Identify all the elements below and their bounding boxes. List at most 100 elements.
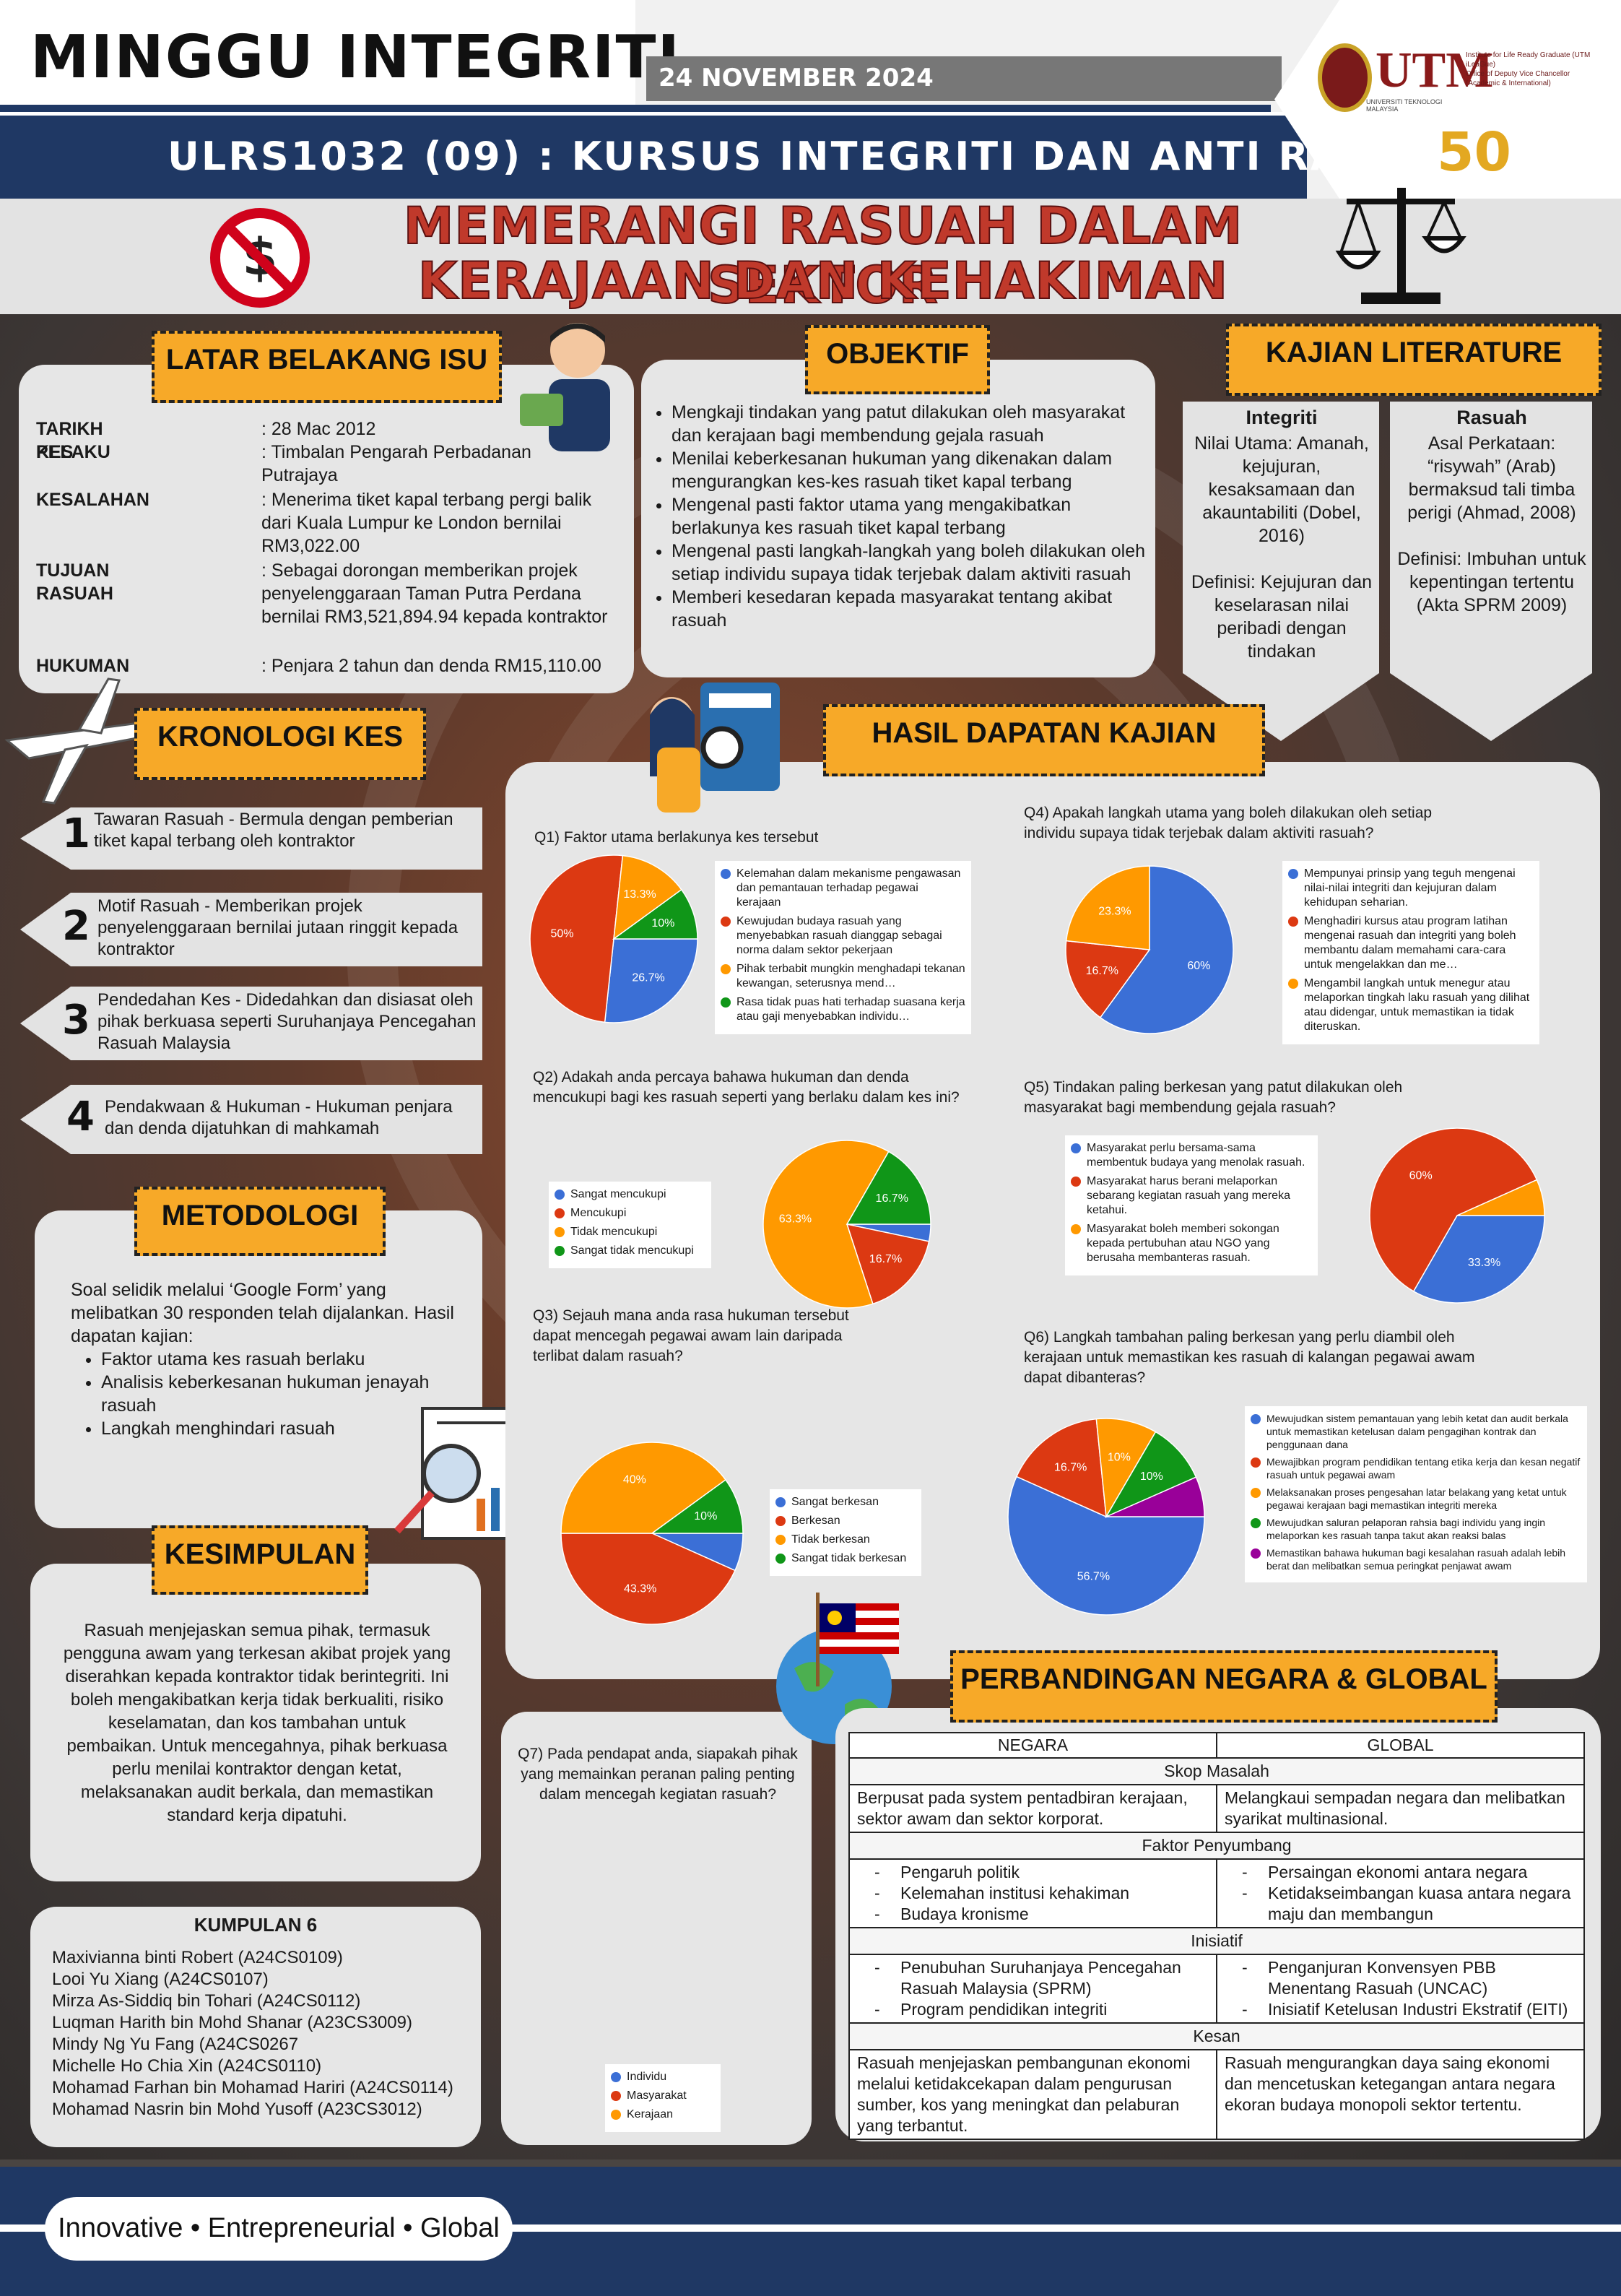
- chronology-step: [20, 893, 482, 966]
- office-line: (Academic & International): [1466, 79, 1551, 87]
- office-line: Office of Deputy Vice Chancellor: [1466, 70, 1570, 78]
- legend-dot: [1288, 869, 1298, 879]
- legend-label: Kewujudan budaya rasuah yang menyebabkan…: [736, 915, 942, 956]
- step-number: 3: [62, 997, 90, 1044]
- legend-dot: [1251, 1548, 1261, 1559]
- pie-label: 63.3%: [779, 1213, 812, 1226]
- pie-label: 16.7%: [876, 1192, 908, 1205]
- list-item: Kelemahan institusi kehakiman: [857, 1883, 1209, 1904]
- corruption-content: Rasuah Asal Perkataan: “risywah” (Arab) …: [1396, 406, 1587, 617]
- q3-title: Q3) Sejauh mana anda rasa hukuman terseb…: [533, 1307, 849, 1364]
- comparison-table-wrap: NEGARA GLOBAL Skop Masalah Berpusat pada…: [848, 1732, 1585, 2140]
- legend-label: Tidak mencukupi: [570, 1226, 658, 1238]
- step-text: Pendedahan Kes - Didedahkan dan disiasat…: [97, 990, 477, 1053]
- section-title: Kesan: [848, 2022, 1585, 2050]
- methodology-item: Faktor utama kes rasuah berlaku: [101, 1348, 455, 1371]
- legend-item: Mengambil langkah untuk menegur atau mel…: [1288, 976, 1534, 1034]
- q5-title: Q5) Tindakan paling berkesan yang patut …: [1024, 1079, 1403, 1116]
- chronology-step: [20, 1085, 482, 1154]
- pie-slice: [612, 888, 698, 940]
- integrity-definition: Definisi: Kejujuran dan keselarasan nila…: [1191, 572, 1373, 662]
- legend-label: Sangat tidak mencukupi: [570, 1244, 694, 1257]
- legend-item: Mencukupi: [555, 1206, 705, 1221]
- comparison-tag: PERBANDINGAN NEGARA & GLOBAL: [950, 1650, 1498, 1723]
- pie-slice: [604, 938, 698, 1023]
- legend-label: Masyarakat harus berani melaporkan sebar…: [1087, 1175, 1290, 1216]
- section-row: Inisiatif: [848, 1927, 1585, 1955]
- methodology-item: Analisis keberkesanan hukuman jenayah ra…: [101, 1371, 455, 1417]
- legend-label: Sangat tidak berkesan: [791, 1552, 907, 1564]
- legend-item: Tidak berkesan: [775, 1533, 916, 1547]
- q5-legend: Masyarakat perlu bersama-sama membentuk …: [1065, 1135, 1318, 1275]
- course-banner: [0, 116, 1307, 199]
- legend-dot: [1251, 1457, 1261, 1468]
- headline-line-2: KERAJAAN DAN KEHAKIMAN: [417, 251, 1229, 311]
- legend-dot: [775, 1516, 786, 1526]
- detail-value: : Sebagai dorongan memberikan projek pen…: [261, 560, 608, 627]
- corruption-origin: Asal Perkataan: “risywah” (Arab) bermaks…: [1407, 433, 1576, 523]
- header-stripe: [0, 105, 1271, 112]
- pie-slice: [846, 1223, 930, 1305]
- legend-dot: [1251, 1518, 1261, 1528]
- methodology-list: Faktor utama kes rasuah berlaku Analisis…: [79, 1348, 455, 1440]
- legend-dot: [555, 1246, 565, 1256]
- legend-label: Mewujudkan sistem pemantauan yang lebih …: [1266, 1413, 1568, 1450]
- q4-legend: Mempunyai prinsip yang teguh mengenai ni…: [1282, 861, 1539, 1044]
- legend-dot: [555, 1190, 565, 1200]
- list-item: Inisiatif Ketelusan Industri Ekstratif (…: [1225, 1999, 1576, 2020]
- legend-item: Mewujudkan sistem pemantauan yang lebih …: [1251, 1412, 1581, 1451]
- group-title: KUMPULAN 6: [194, 1914, 318, 1936]
- list-item: Penganjuran Konvensyen PBB Menentang Ras…: [1225, 1957, 1576, 1999]
- pie-slice: [1007, 1476, 1205, 1616]
- column-header-global: GLOBAL: [1216, 1732, 1585, 1759]
- legend-label: Melaksanakan proses pengesahan latar bel…: [1266, 1486, 1567, 1511]
- member-name: Looi Yu Xiang (A24CS0107): [52, 1970, 269, 1989]
- legend-dot: [1288, 917, 1298, 927]
- legend-dot: [1251, 1414, 1261, 1424]
- header-stripe: [0, 112, 1285, 116]
- legend-item: Rasa tidak puas hati terhadap suasana ke…: [721, 995, 965, 1024]
- national-cell: Penubuhan Suruhanjaya Pencegahan Rasuah …: [848, 1954, 1217, 2024]
- utm-logo-text: UTM: [1376, 43, 1494, 98]
- legend-item: Masyarakat: [611, 2089, 715, 2103]
- event-title: MINGGU INTEGRITI: [30, 23, 681, 92]
- integrity-value: Nilai Utama: Amanah, kejujuran, kesaksam…: [1194, 433, 1369, 546]
- list-item: Persaingan ekonomi antara negara: [1225, 1862, 1576, 1883]
- utm-crest-icon: [1318, 43, 1372, 112]
- step-number: 2: [62, 903, 90, 950]
- legend-dot: [555, 1208, 565, 1218]
- methodology-panel: [35, 1210, 482, 1528]
- objective-item: Mengkaji tindakan yang patut dilakukan o…: [672, 401, 1148, 447]
- detail-key: PELAKU: [36, 442, 110, 462]
- event-date: 24 NOVEMBER 2024: [659, 64, 934, 92]
- legend-dot: [721, 869, 731, 879]
- methodology-tag: METODOLOGI: [134, 1187, 386, 1256]
- date-bar: [646, 56, 1282, 101]
- section-title: Inisiatif: [848, 1927, 1585, 1955]
- objective-item: Mengenal pasti faktor utama yang mengaki…: [672, 493, 1148, 540]
- pie-slice: [1095, 1418, 1157, 1519]
- legend-item: Masyarakat harus berani melaporkan sebar…: [1071, 1174, 1312, 1218]
- businessman-illustration: [520, 323, 610, 451]
- legend-item: Mewajibkan program pendidikan tentang et…: [1251, 1455, 1581, 1481]
- legend-dot: [721, 917, 731, 927]
- step-number: 1: [62, 810, 90, 857]
- step-number: 4: [66, 1093, 95, 1140]
- section-row: Faktor Penyumbang: [848, 1832, 1585, 1860]
- utm-logo-subtext: UNIVERSITI TEKNOLOGI MALAYSIA: [1366, 98, 1443, 113]
- legend-item: Kelemahan dalam mekanisme pengawasan dan…: [721, 867, 965, 910]
- member-name: Mohamad Nasrin bin Mohd Yusoff (A23CS301…: [52, 2100, 422, 2119]
- pie-slice: [1065, 865, 1150, 950]
- detail-key: TUJUAN RASUAH: [36, 560, 113, 604]
- legend-dot: [1071, 1143, 1081, 1153]
- section-title: Faktor Penyumbang: [848, 1832, 1585, 1860]
- conclusion-panel: [30, 1564, 481, 1881]
- legend-item: Masyarakat boleh memberi sokongan kepada…: [1071, 1222, 1312, 1265]
- member-name: Maxivianna binti Robert (A24CS0109): [52, 1948, 343, 1967]
- objective-list: Mengkaji tindakan yang patut dilakukan o…: [650, 401, 1148, 632]
- legend-item: Individu: [611, 2070, 715, 2084]
- legend-label: Kerajaan: [627, 2108, 674, 2120]
- legend-label: Individu: [627, 2071, 667, 2083]
- tagline-pill: [45, 2197, 513, 2261]
- legend-item: Mempunyai prinsip yang teguh mengenai ni…: [1288, 867, 1534, 910]
